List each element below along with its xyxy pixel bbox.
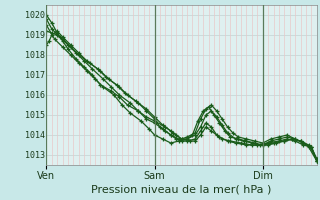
- X-axis label: Pression niveau de la mer( hPa ): Pression niveau de la mer( hPa ): [92, 185, 272, 195]
